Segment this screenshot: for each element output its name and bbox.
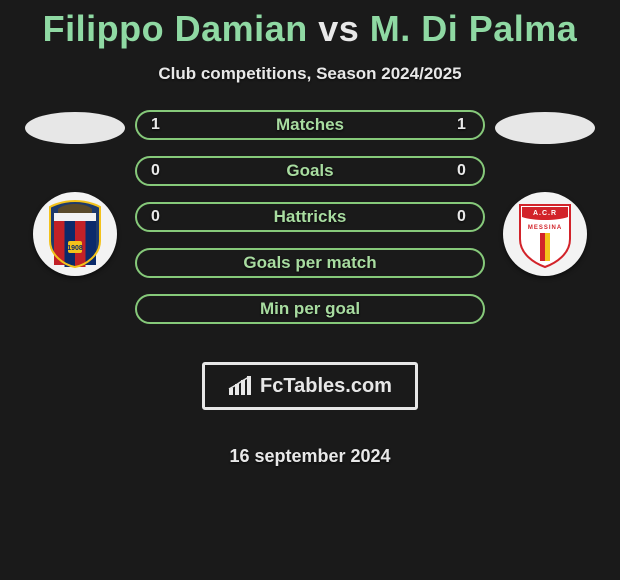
stat-label: Goals per match xyxy=(243,253,376,273)
stat-value-left: 1 xyxy=(151,116,163,134)
player2-name: M. Di Palma xyxy=(370,8,578,49)
stat-value-left: 0 xyxy=(151,162,163,180)
stat-label: Min per goal xyxy=(260,299,360,319)
page-title: Filippo Damian vs M. Di Palma xyxy=(43,8,578,50)
stat-row-matches: 1 Matches 1 xyxy=(135,110,485,140)
watermark-text: FcTables.com xyxy=(260,375,392,398)
stat-value-right: 0 xyxy=(457,208,469,226)
club-badge-left: 1908 xyxy=(33,192,117,276)
stat-value-right: 0 xyxy=(457,162,469,180)
comparison-panel: 1908 1 Matches 1 0 Goals 0 0 Hattricks 0… xyxy=(0,110,620,467)
chart-bar-icon xyxy=(228,376,254,396)
player1-name: Filippo Damian xyxy=(43,8,308,49)
svg-text:1908: 1908 xyxy=(67,245,83,252)
casertana-crest-icon: 1908 xyxy=(46,199,104,269)
date-text: 16 september 2024 xyxy=(229,446,390,467)
stat-row-hattricks: 0 Hattricks 0 xyxy=(135,202,485,232)
stat-label: Matches xyxy=(276,115,344,135)
stat-value-right: 1 xyxy=(457,116,469,134)
club-badge-right: A.C.R MESSINA xyxy=(503,192,587,276)
right-column: A.C.R MESSINA xyxy=(490,110,600,276)
stats-column: 1 Matches 1 0 Goals 0 0 Hattricks 0 Goal… xyxy=(130,110,490,467)
player2-avatar-placeholder xyxy=(495,112,595,144)
messina-crest-icon: A.C.R MESSINA xyxy=(516,199,574,269)
stat-row-goals: 0 Goals 0 xyxy=(135,156,485,186)
player1-avatar-placeholder xyxy=(25,112,125,144)
stat-label: Hattricks xyxy=(274,207,347,227)
svg-text:A.C.R: A.C.R xyxy=(533,210,557,217)
stat-row-goals-per-match: Goals per match xyxy=(135,248,485,278)
subtitle: Club competitions, Season 2024/2025 xyxy=(158,64,461,84)
watermark-box: FcTables.com xyxy=(202,362,418,410)
stat-value-left: 0 xyxy=(151,208,163,226)
stat-label: Goals xyxy=(286,161,333,181)
vs-text: vs xyxy=(318,8,359,49)
svg-text:MESSINA: MESSINA xyxy=(528,225,562,231)
stat-row-min-per-goal: Min per goal xyxy=(135,294,485,324)
left-column: 1908 xyxy=(20,110,130,276)
